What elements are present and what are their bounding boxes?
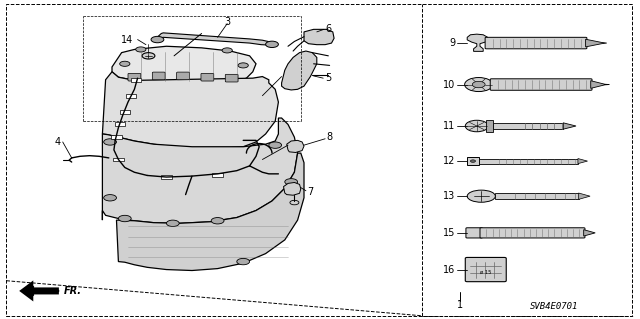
Circle shape <box>142 53 155 59</box>
Bar <box>113 158 124 161</box>
Bar <box>120 110 130 114</box>
FancyBboxPatch shape <box>128 73 141 81</box>
FancyBboxPatch shape <box>152 72 165 80</box>
Circle shape <box>237 258 250 265</box>
Text: 8: 8 <box>326 132 333 142</box>
FancyBboxPatch shape <box>467 157 479 165</box>
Text: 11: 11 <box>444 121 456 131</box>
Circle shape <box>266 41 278 48</box>
Bar <box>486 120 493 132</box>
Text: SVB4E0701: SVB4E0701 <box>529 302 578 311</box>
Polygon shape <box>578 159 588 164</box>
Polygon shape <box>112 46 256 84</box>
Polygon shape <box>304 29 334 45</box>
Polygon shape <box>116 153 304 271</box>
Circle shape <box>222 48 232 53</box>
Bar <box>495 193 579 199</box>
Circle shape <box>104 195 116 201</box>
Text: 5: 5 <box>325 73 332 83</box>
Polygon shape <box>157 33 275 45</box>
Circle shape <box>465 78 493 92</box>
Text: 6: 6 <box>325 24 332 34</box>
Text: 14: 14 <box>121 34 133 45</box>
Circle shape <box>269 142 282 148</box>
Bar <box>161 175 172 179</box>
Polygon shape <box>287 140 304 152</box>
FancyArrow shape <box>19 280 59 301</box>
Text: FR.: FR. <box>64 286 82 296</box>
Bar <box>493 123 563 129</box>
Bar <box>212 173 223 177</box>
Bar <box>115 122 125 126</box>
Circle shape <box>470 160 476 162</box>
FancyBboxPatch shape <box>201 73 214 81</box>
Text: 1: 1 <box>456 300 463 310</box>
Circle shape <box>238 63 248 68</box>
Text: 9: 9 <box>449 38 456 48</box>
Circle shape <box>472 81 485 88</box>
Circle shape <box>211 218 224 224</box>
Circle shape <box>151 36 164 43</box>
Polygon shape <box>102 72 278 148</box>
Circle shape <box>465 120 488 132</box>
Circle shape <box>290 200 299 205</box>
Bar <box>479 159 578 164</box>
Bar <box>126 94 136 98</box>
Bar <box>131 78 141 82</box>
Polygon shape <box>467 34 488 51</box>
FancyBboxPatch shape <box>480 228 585 238</box>
Ellipse shape <box>467 190 495 202</box>
FancyBboxPatch shape <box>485 37 587 49</box>
Text: 10: 10 <box>444 79 456 90</box>
Polygon shape <box>102 118 298 223</box>
FancyBboxPatch shape <box>225 74 238 82</box>
Bar <box>111 135 122 139</box>
Circle shape <box>285 179 298 185</box>
FancyBboxPatch shape <box>465 257 506 282</box>
FancyBboxPatch shape <box>490 79 592 90</box>
Text: ø 15: ø 15 <box>480 270 492 275</box>
Polygon shape <box>584 230 595 236</box>
Circle shape <box>118 215 131 222</box>
Text: 12: 12 <box>444 156 456 166</box>
FancyBboxPatch shape <box>466 228 483 238</box>
Polygon shape <box>563 123 576 129</box>
Polygon shape <box>282 51 317 90</box>
Text: 3: 3 <box>224 17 230 27</box>
Polygon shape <box>284 182 301 195</box>
Polygon shape <box>591 81 609 88</box>
Text: 7: 7 <box>307 187 314 197</box>
Text: 16: 16 <box>444 264 456 275</box>
Polygon shape <box>579 193 590 199</box>
Circle shape <box>166 220 179 226</box>
Polygon shape <box>586 39 607 47</box>
Circle shape <box>136 47 146 52</box>
FancyBboxPatch shape <box>177 72 189 80</box>
Circle shape <box>120 61 130 66</box>
Text: 15: 15 <box>444 228 456 238</box>
Circle shape <box>104 139 116 145</box>
Text: 13: 13 <box>444 191 456 201</box>
Text: 4: 4 <box>54 137 61 147</box>
